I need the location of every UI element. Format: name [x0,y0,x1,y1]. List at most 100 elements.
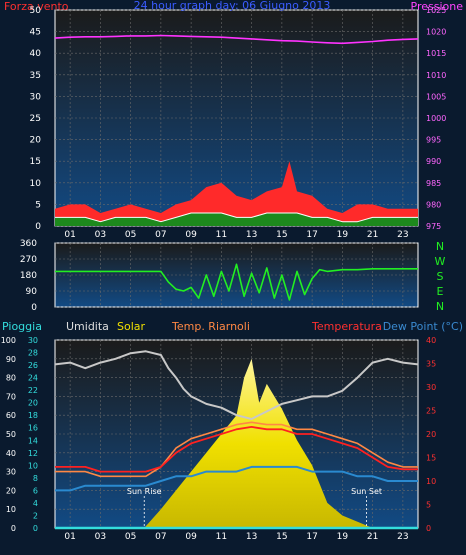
wind-y-tick-label: 20 [30,136,42,146]
temperature-y-tick-label: 40 [426,336,436,345]
wind-x-tick-label: 07 [155,230,166,240]
solar-y-tick-label: 28 [28,349,38,358]
direction-label-n-top: N [436,240,444,253]
solar-y-tick-label: 2 [33,511,38,520]
solar-layer [55,358,418,528]
wind-y-tick-label: 10 [30,179,42,189]
pressure-line [54,34,419,45]
solar-y-tick-label: 0 [33,524,38,533]
direction-label-s: S [437,270,444,283]
temperature-y-tick-label: 20 [426,430,436,439]
axis-labels-layer: 0510152025303540455097598098599099510001… [1,6,447,542]
temperature-title: Temperatura [311,320,382,333]
temperature-y-tick-label: 0 [426,524,431,533]
dewpoint-line [55,465,418,492]
humidity-y-tick-label: 60 [6,411,16,420]
weather-x-tick-label: 05 [125,532,136,542]
direction-y-tick-label: 0 [31,303,37,313]
pressure-y-tick-label: 1015 [426,49,446,58]
solar-y-tick-label: 6 [33,486,38,495]
solar-y-tick-label: 26 [28,361,38,370]
wind-x-tick-label: 17 [306,230,317,240]
weather-x-tick-label: 15 [276,532,287,542]
pressure-y-tick-label: 985 [426,179,441,188]
temperature-y-tick-label: 15 [426,454,436,463]
wind-x-tick-label: 03 [95,230,106,240]
wind-y-tick-label: 40 [30,49,42,59]
series-layer [54,34,419,530]
annotation-layer: Sun Rise Sun Set [127,487,382,528]
pressure-y-tick-label: 1025 [426,6,446,15]
weather-x-tick-label: 09 [185,532,197,542]
weather-x-tick-label: 23 [397,532,408,542]
weather-x-tick-label: 07 [155,532,166,542]
humidity-y-tick-label: 50 [6,430,16,439]
pressure-y-tick-label: 980 [426,200,441,209]
direction-y-tick-label: 180 [20,271,37,281]
solar-y-tick-label: 20 [28,399,38,408]
temperature-y-tick-label: 5 [426,501,431,510]
pressure-y-tick-label: 990 [426,157,441,166]
temperature-y-tick-label: 10 [426,477,436,486]
wind-y-tick-label: 30 [30,92,42,102]
temperature-y-tick-label: 25 [426,407,436,416]
wind-x-tick-label: 19 [337,230,349,240]
weather-x-tick-label: 17 [306,532,317,542]
direction-y-tick-label: 270 [20,255,37,265]
wind-gust-area [55,161,418,226]
solar-y-tick-label: 10 [28,461,38,470]
solar-y-tick-label: 16 [28,424,38,433]
humidity-y-tick-label: 70 [6,392,16,401]
wind-x-tick-label: 01 [64,230,75,240]
dewpoint-title: Dew Point (°C) [383,320,463,333]
wind-x-tick-label: 13 [246,230,257,240]
solar-y-tick-label: 30 [28,336,38,345]
wind-x-tick-label: 05 [125,230,136,240]
weather-x-tick-label: 21 [367,532,378,542]
direction-y-tick-label: 360 [20,239,37,249]
temperature-line [55,425,418,473]
humidity-y-tick-label: 10 [6,505,16,514]
weather-x-tick-label: 13 [246,532,257,542]
humidity-line [54,350,419,420]
weather-x-tick-label: 01 [64,532,75,542]
wind-y-tick-label: 15 [30,157,41,167]
solar-y-tick-label: 24 [28,374,38,383]
wind-y-tick-label: 25 [30,114,41,124]
wind-y-tick-label: 5 [35,200,41,210]
wind-x-tick-label: 21 [367,230,378,240]
humidity-y-tick-label: 30 [6,468,16,477]
humidity-y-tick-label: 0 [11,524,16,533]
weather-x-tick-label: 03 [95,532,106,542]
humidity-title: Umidita [66,320,109,333]
pressure-y-tick-label: 995 [426,136,441,145]
rain-title: Pioggia [2,320,42,333]
wind-direction-line [55,263,418,301]
humidity-y-tick-label: 40 [6,449,16,458]
weather-x-tick-label: 11 [216,532,227,542]
direction-label-e: E [437,285,444,298]
humidity-y-tick-label: 80 [6,374,16,383]
wind-x-tick-label: 23 [397,230,408,240]
pressure-y-tick-label: 1020 [426,28,446,37]
solar-y-tick-label: 18 [28,411,38,420]
solar-area [55,358,418,528]
pressure-y-tick-label: 1000 [426,114,446,123]
wind-y-tick-label: 45 [30,28,41,38]
direction-label-w: W [435,255,446,268]
temperature-y-tick-label: 35 [426,360,436,369]
humidity-y-tick-label: 20 [6,486,16,495]
pressure-y-tick-label: 975 [426,222,441,231]
wind-title: Forza vento [4,0,69,13]
wind-x-tick-label: 15 [276,230,287,240]
wind-average-area [55,213,418,226]
solar-y-tick-label: 4 [33,499,38,508]
humidity-y-tick-label: 100 [1,336,16,345]
weather-x-tick-label: 19 [337,532,349,542]
wind-x-tick-label: 11 [216,230,227,240]
sun-set-label: Sun Set [351,487,382,496]
solar-y-tick-label: 14 [28,436,38,445]
pressure-title: Pressione [411,0,464,13]
